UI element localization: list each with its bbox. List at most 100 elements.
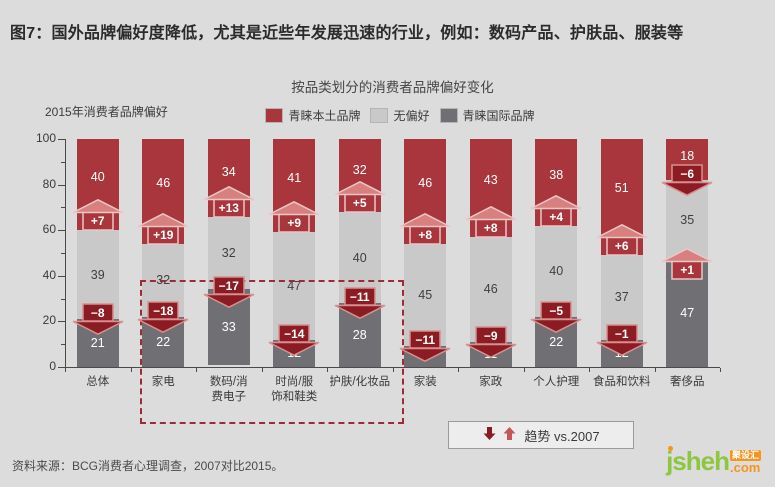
x-tick xyxy=(523,368,525,372)
x-axis xyxy=(65,367,720,368)
segment-value: 33 xyxy=(221,320,236,335)
legend-label: 无偏好 xyxy=(393,109,430,123)
trend-legend-label: 趋势 vs.2007 xyxy=(524,428,600,444)
segment-value: 22 xyxy=(156,334,171,349)
segment-local: 32 xyxy=(338,139,381,212)
y-tick xyxy=(58,275,65,277)
x-tick-label: 食品和饮料 xyxy=(593,376,651,388)
legend-swatch xyxy=(265,108,284,123)
legend-item-1: 青睐本土品牌 xyxy=(265,107,360,124)
bar-column-9: 51 37 12 食品和饮料 +6 −1 xyxy=(589,139,655,407)
segment-value: 45 xyxy=(418,288,433,303)
stacked-bar: 51 37 12 xyxy=(600,139,643,367)
logo-badge: 聚设汇 xyxy=(729,450,761,461)
legend-swatch xyxy=(439,108,458,123)
segment-intl: 22 xyxy=(535,316,578,367)
segment-neutral: 47 xyxy=(273,232,316,340)
logo-wordmark: jsheh xyxy=(666,446,730,477)
x-tick-label: 数码/消 费电子 xyxy=(209,376,248,403)
segment-local: 40 xyxy=(76,139,119,231)
logo-tld: .com xyxy=(729,459,761,475)
x-tick xyxy=(654,368,656,372)
x-tick-label: 时尚/服 饰和鞋类 xyxy=(271,376,318,403)
y-axis-title: 2015年消费者品牌偏好 xyxy=(45,105,168,119)
legend-swatch xyxy=(370,108,389,123)
segment-value: 38 xyxy=(549,168,564,183)
legend-item-3: 青睐国际品牌 xyxy=(439,107,535,124)
segment-local: 46 xyxy=(404,139,447,244)
segment-local: 38 xyxy=(535,139,578,226)
segment-value: 40 xyxy=(549,264,564,279)
segment-value: 37 xyxy=(614,290,629,305)
legend-label: 青睐国际品牌 xyxy=(462,109,535,123)
segment-neutral: 39 xyxy=(76,230,119,320)
y-tick-label: 60 xyxy=(42,222,56,237)
y-tick-label: 20 xyxy=(42,313,56,328)
segment-local: 46 xyxy=(142,139,185,244)
x-tick xyxy=(392,368,394,372)
y-tick-label: 0 xyxy=(49,359,56,373)
segment-neutral: 35 xyxy=(666,180,709,260)
stacked-bar-chart: 0 20 40 60 80 100 40 39 21 总体 +7 −8 46 32 22 家电 +19 −18 34… xyxy=(36,131,721,424)
y-tick xyxy=(58,184,65,186)
segment-value: 40 xyxy=(90,170,105,185)
segment-value: 46 xyxy=(418,176,433,191)
bar-column-8: 38 40 22 个人护理 +4 −5 xyxy=(524,139,590,407)
bar-column-1: 40 39 21 总体 +7 −8 xyxy=(65,139,131,407)
segment-neutral: 40 xyxy=(535,225,578,317)
segment-local: 43 xyxy=(469,139,512,238)
segment-intl: 47 xyxy=(666,259,709,367)
segment-value: 18 xyxy=(680,149,695,164)
x-tick xyxy=(458,368,459,372)
segment-neutral: 45 xyxy=(404,243,447,347)
stacked-bar: 40 39 21 xyxy=(76,139,119,367)
stacked-bar: 18 35 47 xyxy=(666,139,709,367)
y-minor-tick xyxy=(61,253,65,254)
segment-value: 21 xyxy=(90,336,105,351)
x-tick xyxy=(720,368,721,372)
segment-value: 39 xyxy=(90,267,105,282)
logo-dot-icon xyxy=(668,446,674,451)
x-tick xyxy=(327,368,328,372)
segment-local: 34 xyxy=(207,139,250,217)
series-legend: 青睐本土品牌 无偏好 青睐国际品牌 xyxy=(170,107,630,124)
legend-label: 青睐本土品牌 xyxy=(288,109,361,123)
segment-intl: 11 xyxy=(469,341,512,367)
segment-intl: 9 xyxy=(404,346,447,367)
trend-down-arrow-icon xyxy=(482,426,497,444)
segment-neutral: 46 xyxy=(469,237,512,342)
x-tick-label: 总体 xyxy=(86,376,110,388)
y-tick xyxy=(58,367,65,368)
segment-local: 18 xyxy=(666,139,709,181)
segment-value: 22 xyxy=(549,334,564,349)
y-tick-label: 80 xyxy=(42,176,56,191)
y-tick-label: 100 xyxy=(35,131,56,145)
x-tick xyxy=(65,368,66,372)
x-tick-label: 家政 xyxy=(479,376,503,388)
segment-value: 9 xyxy=(421,349,429,364)
x-tick-label: 家电 xyxy=(151,376,175,388)
segment-intl: 12 xyxy=(600,339,643,367)
bar-column-10: 18 35 47 奢侈品 −6 +1 xyxy=(655,139,721,407)
x-tick xyxy=(130,368,132,372)
segment-neutral: 32 xyxy=(207,216,250,290)
x-tick-label: 个人护理 xyxy=(533,376,580,388)
trend-legend: 趋势 vs.2007 xyxy=(448,421,634,449)
x-tick-label: 奢侈品 xyxy=(670,376,705,388)
legend-item-2: 无偏好 xyxy=(370,107,430,124)
y-axis xyxy=(65,139,66,367)
figure-title: 图7：国外品牌偏好度降低，尤其是近些年发展迅速的行业，例如：数码产品、护肤品、服… xyxy=(10,25,684,42)
segment-value: 40 xyxy=(352,250,367,265)
jsheh-logo: jsheh 聚设汇 .com xyxy=(666,446,761,477)
chart-title: 按品类划分的消费者品牌偏好变化 xyxy=(291,80,494,95)
stacked-bar: 46 45 9 xyxy=(404,139,447,367)
segment-value: 51 xyxy=(614,180,629,195)
x-tick-label: 家装 xyxy=(413,376,437,388)
stacked-bar: 38 40 22 xyxy=(535,139,578,367)
x-tick xyxy=(589,368,590,372)
x-tick xyxy=(261,368,263,372)
highlight-dashed-box xyxy=(140,280,404,424)
segment-value: 47 xyxy=(287,279,302,294)
y-minor-tick xyxy=(61,161,65,163)
